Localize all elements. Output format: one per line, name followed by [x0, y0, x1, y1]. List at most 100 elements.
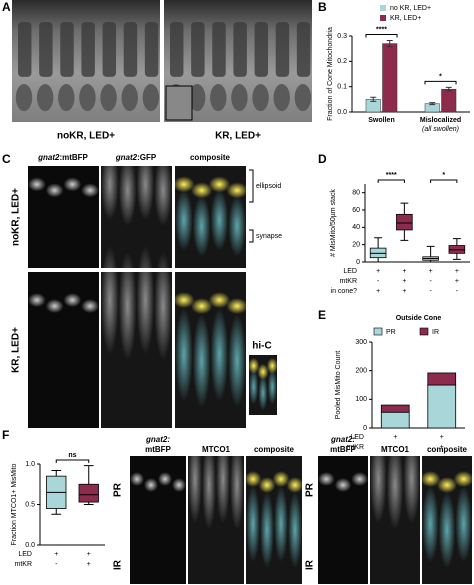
region-label: IR	[305, 559, 316, 570]
y-axis-label: Pooled MisMito Count	[335, 351, 342, 420]
signal	[28, 293, 46, 308]
column-header: gnat2:	[330, 435, 355, 444]
signal	[249, 368, 259, 405]
condition-value: +	[402, 278, 406, 285]
signal	[272, 471, 290, 488]
y-tick-label: 60	[352, 207, 360, 214]
y-tick-label: 300	[355, 339, 367, 346]
signal	[286, 477, 304, 494]
condition-value: +	[402, 268, 406, 275]
y-tick-label: 0	[363, 425, 367, 432]
bracket	[249, 169, 254, 203]
condition-value: -	[377, 278, 380, 285]
condition-label: mtKR	[15, 561, 33, 568]
signal	[63, 177, 82, 192]
nucleus	[142, 84, 160, 112]
signal	[266, 357, 278, 374]
condition-label: LED	[343, 268, 357, 275]
nucleus	[188, 84, 206, 112]
cell	[233, 21, 247, 77]
image-caption: noKR, LED+	[57, 131, 115, 142]
sig-bracket	[365, 34, 398, 38]
sig-bracket	[424, 80, 457, 85]
signal	[136, 245, 155, 355]
condition-value: -	[429, 278, 432, 285]
significance: ns	[68, 452, 76, 459]
signal	[334, 478, 352, 493]
y-tick-label: 0.1	[337, 84, 347, 91]
significance: ****	[376, 26, 387, 33]
column-header: gnat2:	[145, 435, 170, 444]
cell	[191, 21, 205, 77]
condition-value: +	[455, 268, 459, 275]
condition-label: in cone?	[331, 288, 358, 295]
signal	[172, 478, 186, 493]
condition-value: +	[429, 268, 433, 275]
chart-title: Outside Cone	[396, 315, 442, 322]
condition-value: +	[440, 434, 444, 441]
annotation: synapse	[256, 233, 282, 240]
legend-swatch	[380, 15, 386, 21]
condition-label: LED	[350, 434, 364, 441]
cell	[81, 21, 95, 77]
bar-segment	[380, 404, 410, 413]
signal	[370, 434, 387, 524]
significance: *	[439, 73, 442, 80]
signal	[246, 485, 260, 563]
signal	[258, 477, 276, 494]
signal	[257, 363, 269, 380]
micrograph	[318, 456, 368, 584]
row-label: KR, LED+	[11, 327, 22, 373]
inset	[165, 85, 193, 121]
nucleus	[79, 84, 96, 112]
signal	[45, 183, 64, 198]
y-tick-label: 80	[352, 190, 360, 197]
signal	[202, 440, 216, 530]
panel-label: B	[318, 0, 327, 14]
header-italic: gnat2	[37, 153, 60, 162]
condition-value: -	[394, 444, 397, 451]
legend-label: KR, LED+	[390, 15, 421, 22]
signal	[288, 491, 302, 569]
micrograph	[420, 456, 474, 584]
nucleus	[58, 84, 75, 112]
condition-value: +	[440, 444, 444, 451]
nucleus	[294, 84, 312, 112]
header-italic: gnat2	[115, 153, 138, 162]
panel-label: C	[2, 152, 11, 166]
signal	[226, 298, 248, 315]
signal	[216, 434, 230, 524]
cell	[123, 21, 138, 77]
image-caption: KR, LED+	[215, 131, 261, 142]
signal	[228, 195, 246, 257]
condition-value: -	[429, 288, 432, 295]
header-text: :mtBFP	[59, 153, 88, 162]
nucleus	[210, 84, 227, 112]
condition-value: +	[376, 288, 380, 295]
column-header: composite	[427, 445, 468, 454]
signal	[130, 472, 144, 487]
signal	[154, 154, 172, 227]
signal	[192, 195, 211, 257]
error-bar	[445, 86, 452, 92]
nucleus	[100, 84, 117, 112]
x-tick-label: Mislocalized	[420, 117, 461, 124]
cell	[18, 21, 32, 77]
annotation: ellipsoid	[256, 183, 281, 190]
signal	[438, 491, 456, 569]
signal	[208, 292, 231, 309]
signal	[248, 357, 260, 374]
error-bar	[370, 96, 377, 102]
signal	[28, 177, 46, 192]
signal	[403, 434, 420, 524]
micrograph	[101, 148, 172, 268]
y-tick-label: 0.2	[337, 58, 347, 65]
y-axis-label: Fraction of Cone Mitochondria	[327, 27, 334, 121]
box	[78, 483, 99, 503]
region-label: PR	[305, 482, 316, 497]
cell	[144, 21, 159, 77]
signal	[81, 183, 99, 198]
y-tick-label: 0.0	[25, 542, 35, 549]
y-tick-label: 0	[356, 259, 360, 266]
signal	[228, 313, 246, 408]
